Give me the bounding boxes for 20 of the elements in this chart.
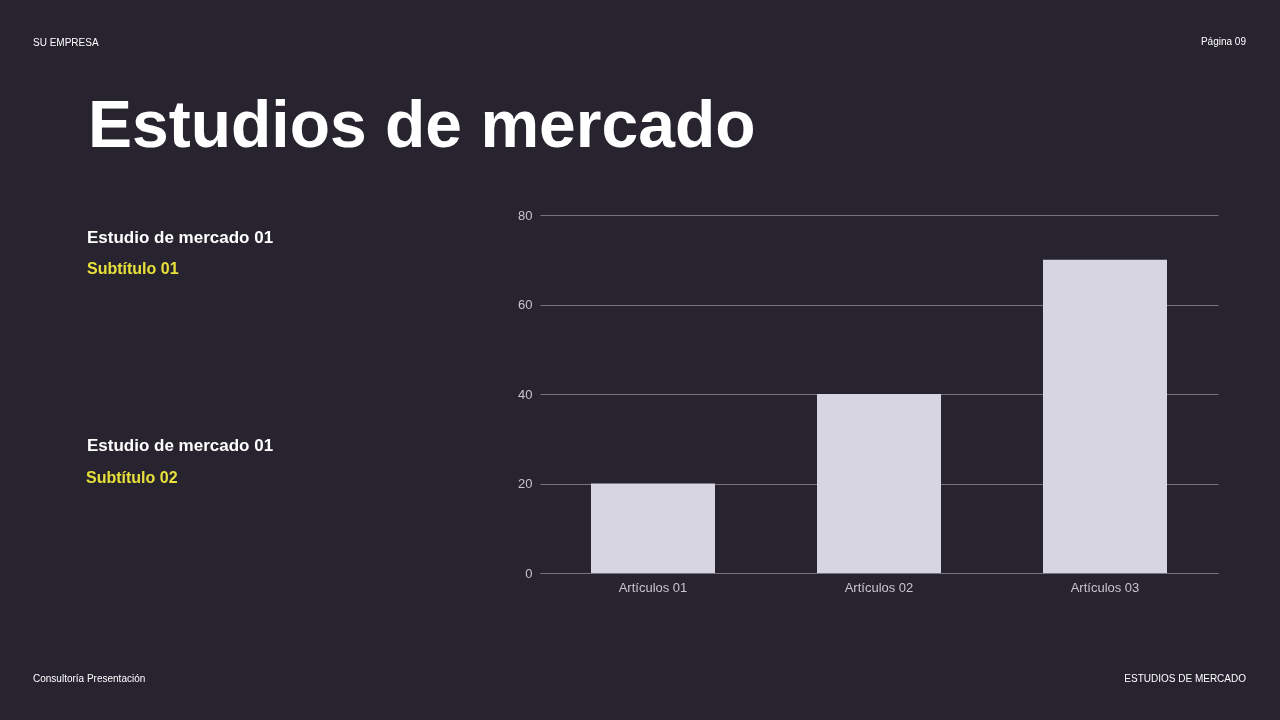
chart-title: Estudios de mercado xyxy=(88,87,756,161)
y-tick-label: 0 xyxy=(525,565,533,581)
bar xyxy=(1043,259,1167,573)
bar xyxy=(817,394,941,573)
x-tick-label: Artículos 02 xyxy=(844,579,914,595)
text: Página 09 xyxy=(1200,36,1247,47)
text: ESTUDIOS DE MERCADO xyxy=(1124,673,1247,684)
y-tick-label: 20 xyxy=(518,476,533,491)
y-tick-label: 60 xyxy=(518,297,533,312)
y-tick-label: 80 xyxy=(518,207,533,223)
x-tick-label: Artículos 01 xyxy=(618,579,688,595)
y-tick-label: 40 xyxy=(518,386,533,402)
text: Estudio de mercado 01 xyxy=(87,228,274,247)
text: SU EMPRESA xyxy=(33,37,99,48)
bar xyxy=(591,483,715,573)
text: Subtítulo 01 xyxy=(87,260,179,277)
x-tick-label: Artículos 03 xyxy=(1070,579,1140,595)
text: Estudio de mercado 01 xyxy=(87,436,274,455)
text: Consultoría Presentación xyxy=(33,673,146,684)
text: Subtítulo 02 xyxy=(86,469,178,486)
